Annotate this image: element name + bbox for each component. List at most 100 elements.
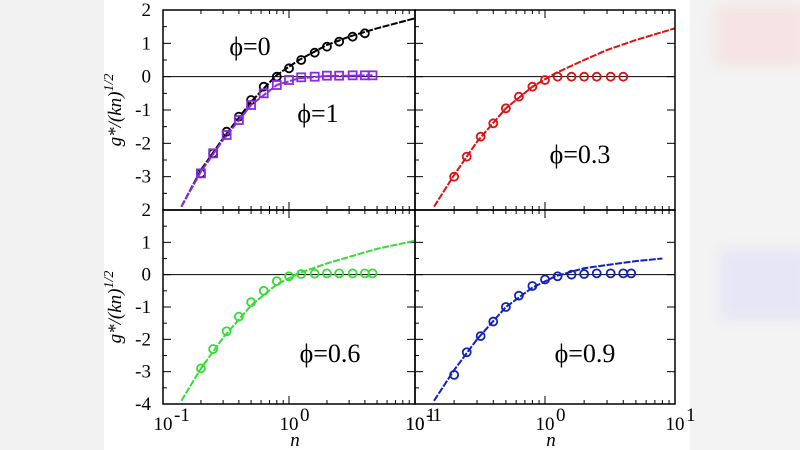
data-point: [605, 71, 616, 82]
data-point: [527, 281, 538, 291]
panel-label: ϕ=0.3: [550, 140, 611, 169]
data-point: [334, 36, 345, 47]
x-tick-label: 10: [406, 414, 425, 435]
data-point: [208, 148, 219, 159]
data-point: [488, 316, 499, 327]
data-point: [591, 268, 602, 279]
data-point: [461, 151, 472, 162]
series-3-0: [433, 257, 663, 402]
x-axis-title: n: [546, 430, 556, 450]
x-axis-title: n: [290, 430, 300, 450]
data-point: [626, 268, 637, 279]
data-point: [449, 369, 460, 380]
x-tick-exponent: 0: [300, 405, 310, 426]
x-tick-exponent: -1: [174, 405, 190, 426]
left-margin-background: [0, 0, 104, 450]
data-point: [246, 100, 256, 110]
y-axis-title: g*/(kn)1/2: [102, 74, 126, 147]
x-tick-label: 10: [280, 414, 299, 435]
data-point: [334, 268, 345, 279]
data-point: [618, 71, 629, 82]
data-point: [591, 71, 602, 82]
y-tick-label: 1: [142, 232, 152, 253]
data-point: [284, 271, 294, 282]
x-tick-label: 10: [406, 414, 425, 435]
x-tick-exponent: 0: [556, 405, 566, 426]
data-point: [605, 268, 616, 279]
y-tick-label: -3: [135, 167, 151, 188]
panel-bottom-left: 210-1-2-3-410 -1 10 0 10 1ng*/(kn)1/2ϕ=0.6: [102, 200, 436, 450]
data-point: [359, 28, 370, 39]
data-point: [527, 81, 538, 92]
data-point: [196, 168, 206, 179]
data-point: [367, 268, 378, 279]
data-point: [296, 269, 307, 279]
y-tick-label: 1: [142, 33, 152, 54]
data-point: [500, 302, 511, 312]
x-tick-exponent: 1: [686, 405, 696, 426]
data-point: [322, 70, 332, 81]
series-curve: [180, 239, 415, 402]
data-point: [540, 274, 550, 285]
panel-label: ϕ=0: [229, 32, 270, 61]
right-blur-top: [715, 5, 800, 65]
data-point: [449, 171, 460, 182]
data-point: [233, 311, 244, 322]
data-point: [296, 55, 307, 65]
series-0-1: [180, 70, 378, 208]
x-tick-exponent: 1: [426, 405, 436, 426]
data-point: [271, 80, 282, 90]
panel-top-right: ϕ=0.3: [414, 9, 676, 211]
data-point: [271, 276, 282, 287]
series-curve: [433, 27, 675, 208]
y-tick-label: -2: [135, 329, 151, 350]
series-1-0: [433, 27, 675, 208]
data-point: [552, 71, 563, 82]
data-point: [309, 268, 320, 279]
data-point: [367, 70, 378, 81]
y-tick-label: 0: [142, 67, 152, 88]
data-point: [514, 290, 524, 301]
data-point: [475, 331, 486, 342]
data-point: [322, 41, 332, 52]
series-curve: [180, 74, 373, 208]
data-point: [552, 271, 563, 282]
panel-label: ϕ=0.9: [555, 339, 616, 368]
y-tick-label: -3: [135, 362, 151, 383]
data-point: [246, 297, 256, 308]
y-tick-label: -4: [135, 394, 151, 415]
data-point: [347, 268, 358, 279]
y-tick-label: 0: [142, 265, 152, 286]
data-point: [500, 103, 511, 114]
series-2-0: [180, 239, 415, 402]
data-point: [334, 70, 345, 81]
panel-bottom-right: 10 -1 10 0 10 1nϕ=0.9: [406, 209, 696, 450]
data-point: [347, 31, 358, 42]
series-curve: [433, 257, 663, 402]
panel-top-left: 2 1 0 -1 -2 -3 g*/(kn)1/2 ϕ=0 ϕ=1: [102, 0, 416, 211]
data-point: [258, 88, 269, 99]
data-point: [221, 326, 232, 337]
x-tick-exponent: -1: [426, 405, 442, 426]
y-tick-label: -1: [135, 100, 151, 121]
data-point: [322, 268, 332, 279]
data-point: [618, 268, 629, 279]
data-point: [475, 131, 486, 142]
panel-label: ϕ=1: [297, 99, 338, 128]
data-point: [540, 75, 550, 85]
y-tick-label: 2: [142, 200, 152, 221]
data-point: [309, 71, 320, 82]
y-tick-label: 2: [142, 0, 152, 21]
x-tick-label: 10: [536, 414, 555, 435]
panel-frame: [414, 209, 676, 405]
right-margin-background: [690, 0, 800, 450]
data-point: [284, 63, 294, 74]
y-axis-title: g*/(kn)1/2: [102, 271, 126, 344]
data-point: [233, 115, 244, 125]
data-point: [488, 118, 499, 129]
data-point: [258, 285, 269, 296]
right-blur-bottom: [720, 250, 800, 320]
data-point: [221, 130, 232, 140]
